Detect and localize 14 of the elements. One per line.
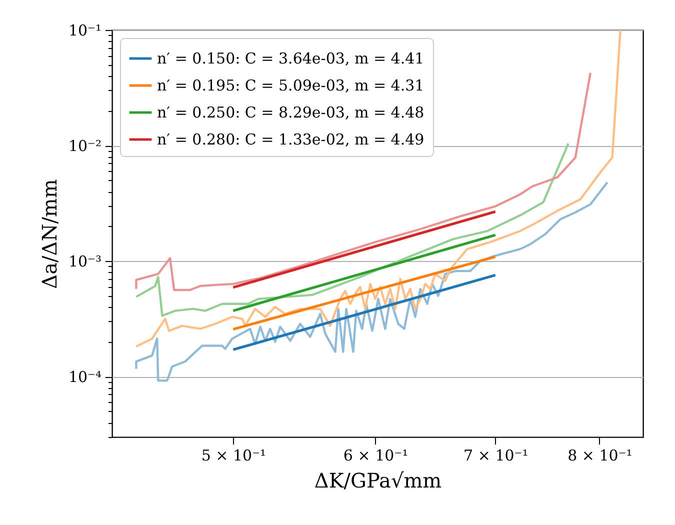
legend-label: n′ = 0.280: C = 1.33e-02, m = 4.49 xyxy=(157,130,424,148)
x-tick-label: 7 × 10⁻¹ xyxy=(464,446,528,464)
y-tick-label: 10⁻¹ xyxy=(68,22,102,40)
x-tick-label: 5 × 10⁻¹ xyxy=(201,446,266,464)
legend-label: n′ = 0.150: C = 3.64e-03, m = 4.41 xyxy=(157,50,424,68)
y-tick-label: 10⁻⁴ xyxy=(68,368,102,386)
x-tick-label: 8 × 10⁻¹ xyxy=(568,446,632,464)
y-tick-label: 10⁻³ xyxy=(68,252,102,271)
x-tick-label: 6 × 10⁻¹ xyxy=(343,446,408,464)
y-tick-label: 10⁻² xyxy=(68,137,102,156)
y-axis-title: Δa/ΔN/mm xyxy=(37,179,62,289)
legend-label: n′ = 0.195: C = 5.09e-03, m = 4.31 xyxy=(157,76,424,94)
x-axis-title: ΔK/GPa√mm xyxy=(314,468,442,492)
legend-label: n′ = 0.250: C = 8.29e-03, m = 4.48 xyxy=(157,104,424,122)
